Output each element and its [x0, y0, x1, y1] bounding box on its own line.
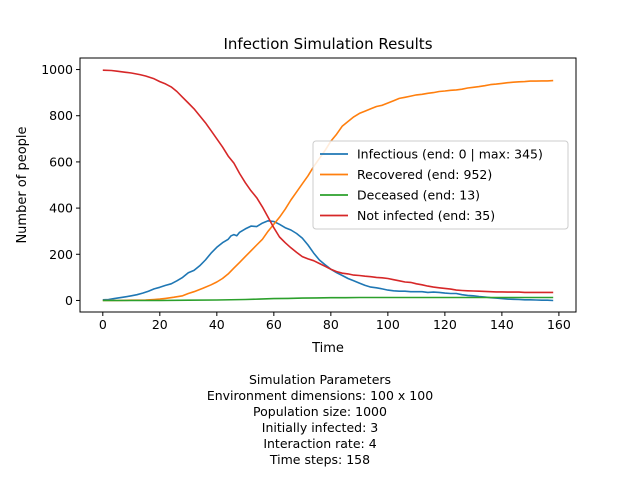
legend-label-0: Infectious (end: 0 | max: 345)	[357, 147, 543, 162]
plot-area: 0 20 40 60 80 100 120 140 160 0 200 400 600 800 1000	[41, 57, 577, 332]
legend: Infectious (end: 0 | max: 345) Recovered …	[312, 140, 569, 230]
parameter-line: Interaction rate: 4	[263, 436, 377, 451]
x-tick-label: 80	[323, 317, 339, 332]
series-line-1	[102, 79, 554, 302]
chart-title: Infection Simulation Results	[223, 35, 432, 53]
x-axis-label: Time	[311, 341, 344, 356]
y-tick-label: 200	[49, 247, 73, 262]
parameter-line: Population size: 1000	[253, 404, 387, 419]
x-tick-label: 40	[209, 317, 225, 332]
x-tick-label: 20	[152, 317, 168, 332]
legend-items: Infectious (end: 0 | max: 345) Recovered …	[320, 147, 543, 223]
series-line-3	[102, 69, 554, 294]
series-line-0	[102, 220, 554, 302]
legend-label-3: Not infected (end: 35)	[357, 208, 495, 223]
x-tick-label: 120	[433, 317, 457, 332]
legend-label-1: Recovered (end: 952)	[357, 167, 492, 182]
legend-box	[312, 140, 569, 230]
y-tick-label: 0	[65, 293, 73, 308]
plot-frame	[79, 57, 577, 313]
y-axis-label: Number of people	[15, 126, 30, 243]
x-tick-label: 100	[376, 317, 400, 332]
series-layer	[102, 69, 554, 302]
y-tick-label: 1000	[41, 62, 73, 77]
parameter-line: Initially infected: 3	[261, 420, 379, 435]
x-tick-label: 140	[490, 317, 514, 332]
series-line-2	[102, 296, 554, 302]
parameter-line: Time steps: 158	[269, 452, 371, 467]
y-axis: 0 200 400 600 800 1000	[41, 62, 80, 308]
y-tick-label: 400	[49, 201, 73, 216]
legend-label-2: Deceased (end: 13)	[357, 188, 480, 203]
y-tick-label: 600	[49, 154, 73, 169]
parameter-line: Environment dimensions: 100 x 100	[206, 388, 434, 403]
y-tick-label: 800	[49, 108, 73, 123]
parameters-heading: Simulation Parameters	[248, 372, 392, 387]
simulation-parameters: Simulation Parameters Environment dimens…	[0, 372, 640, 468]
x-tick-label: 60	[266, 317, 282, 332]
x-tick-label: 160	[547, 317, 571, 332]
x-axis: 0 20 40 60 80 100 120 140 160	[99, 312, 571, 332]
x-tick-label: 0	[99, 317, 107, 332]
